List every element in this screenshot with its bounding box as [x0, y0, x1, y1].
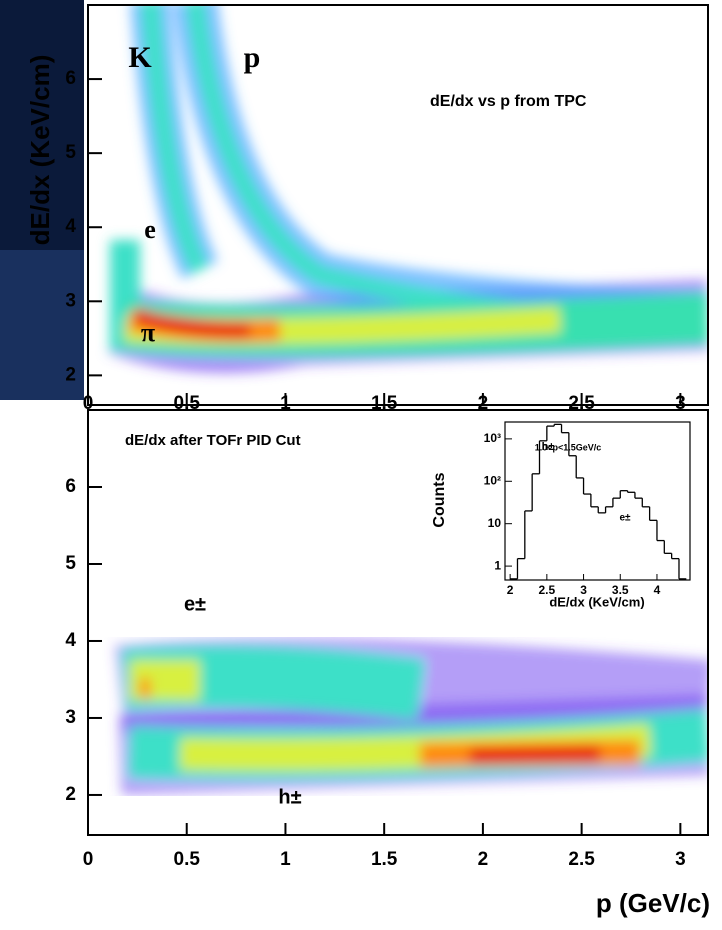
x-tick-label: 1.5 — [371, 849, 398, 870]
x-tick-label: 0 — [83, 849, 94, 870]
x-tick-label: 2 — [507, 583, 514, 597]
density-bottom — [115, 637, 708, 795]
y-tick-label: 3 — [65, 290, 76, 311]
bottom-frame — [87, 409, 709, 836]
y-tick-label: 3 — [65, 707, 76, 728]
inset-y-title: Counts — [431, 472, 448, 527]
annotation: h± — [278, 786, 301, 808]
bottom-title: dE/dx after TOFr PID Cut — [125, 432, 301, 449]
top-frame — [87, 4, 709, 406]
x-tick-label: 2.5 — [568, 393, 595, 414]
annotation: e — [144, 215, 156, 244]
y-tick-label: 10³ — [484, 431, 501, 445]
x-tick-label: 3 — [580, 583, 587, 597]
x-axis-title: p (GeV/c) — [596, 888, 710, 918]
x-tick-label: 0.5 — [174, 849, 201, 870]
annotation: p — [244, 41, 261, 74]
y-tick-label: 4 — [65, 630, 76, 651]
y-tick-label: 5 — [65, 142, 76, 163]
x-tick-label: 2.5 — [568, 849, 595, 870]
density-top — [107, 5, 708, 373]
cropped-photo-detail — [0, 250, 84, 400]
x-tick-label: 0 — [83, 393, 94, 414]
y-tick-label: 1 — [494, 558, 501, 572]
y-tick-label: 2 — [65, 784, 76, 805]
inset-frame — [504, 421, 691, 581]
x-tick-label: 1.5 — [371, 393, 398, 414]
y-tick-label: 10² — [484, 473, 501, 487]
annotation: 1.0<p<1.5GeV/c — [535, 442, 602, 452]
y-axis-title: dE/dx (KeV/cm) — [25, 55, 55, 246]
y-tick-label: 6 — [65, 68, 76, 89]
x-tick-label: 1 — [280, 393, 291, 414]
annotation: h± — [542, 441, 555, 453]
y-tick-label: 6 — [65, 476, 76, 497]
x-tick-label: 2 — [478, 849, 489, 870]
x-tick-label: 2 — [478, 393, 489, 414]
top-title: dE/dx vs p from TPC — [430, 93, 587, 110]
x-tick-label: 3.5 — [612, 583, 629, 597]
annotation: π — [141, 318, 155, 347]
y-tick-label: 5 — [65, 553, 76, 574]
x-tick-label: 0.5 — [174, 393, 201, 414]
x-tick-label: 3 — [675, 393, 686, 414]
y-tick-label: 4 — [65, 216, 76, 237]
annotation: K — [128, 41, 152, 74]
y-tick-label: 10 — [488, 516, 502, 530]
x-tick-label: 2.5 — [539, 583, 556, 597]
x-tick-label: 4 — [654, 583, 661, 597]
y-tick-label: 2 — [65, 364, 76, 385]
x-tick-label: 3 — [675, 849, 686, 870]
inset-x-title: dE/dx (KeV/cm) — [549, 594, 644, 609]
inset-background — [467, 415, 703, 615]
annotation: e± — [184, 593, 206, 615]
x-tick-label: 1 — [280, 849, 291, 870]
annotation: e± — [619, 513, 631, 524]
